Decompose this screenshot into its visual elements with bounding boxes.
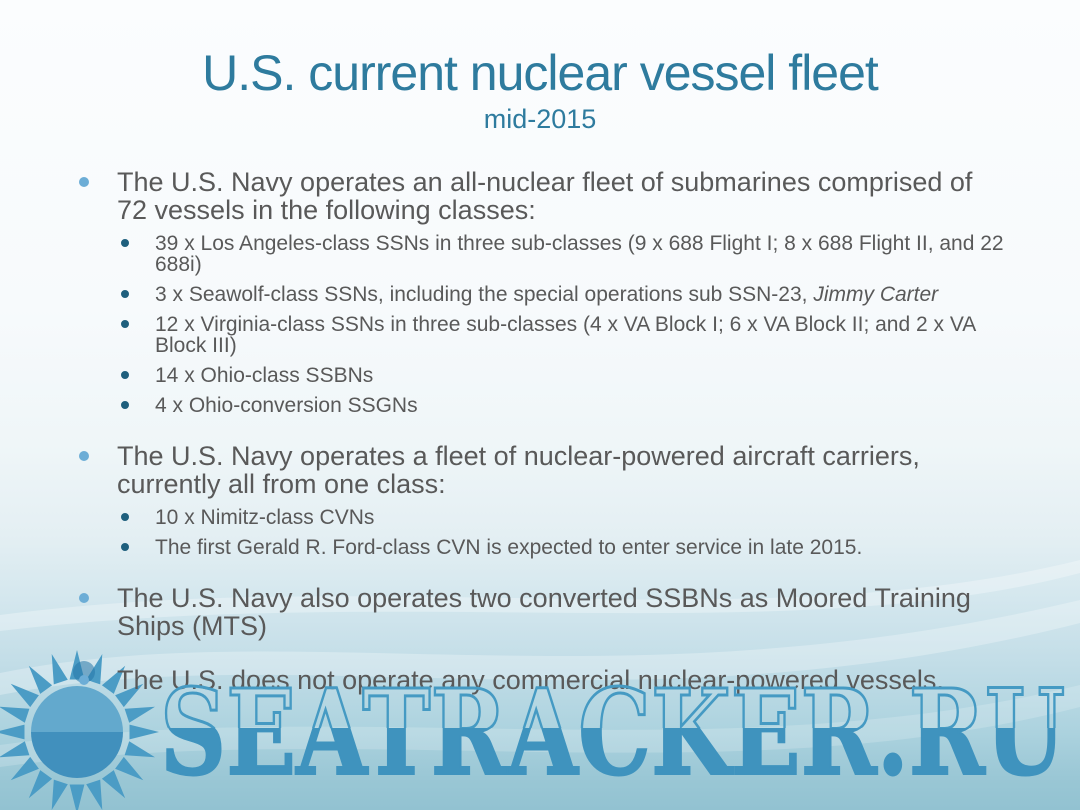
- sun-disk-bottom: [31, 732, 123, 778]
- sub-bullet-text: 14 x Ohio-class SSBNs: [155, 364, 374, 387]
- sun-dot: [73, 661, 95, 683]
- sub-bullet-text: The first Gerald R. Ford-class CVN is ex…: [155, 536, 863, 559]
- level2-bullet-icon: [121, 290, 129, 298]
- sub-bullet-seawolf: 3 x Seawolf-class SSNs, including the sp…: [68, 284, 1028, 305]
- sub-bullet-ohio-ssgn: 4 x Ohio-conversion SSGNs: [68, 395, 1028, 416]
- level2-bullet-icon: [121, 239, 129, 247]
- slide-subtitle: mid-2015: [483, 104, 597, 134]
- sub-bullet-ohio-ssbn: 14 x Ohio-class SSBNs: [68, 365, 1028, 386]
- seatracker-sun-logo: [0, 650, 159, 810]
- bullet-text: The U.S. Navy also operates two converte…: [117, 583, 971, 641]
- slide-title: U.S. current nuclear vessel fleet: [202, 45, 879, 101]
- sub-bullet-nimitz: 10 x Nimitz-class CVNs: [68, 507, 1028, 528]
- sub-bullet-text-plain: 3 x Seawolf-class SSNs, including the sp…: [155, 283, 814, 306]
- sub-bullet-text: 4 x Ohio-conversion SSGNs: [155, 394, 418, 417]
- sun-disk-top: [31, 686, 123, 732]
- bullet-text: The U.S. does not operate any commercial…: [117, 665, 944, 695]
- watermark-text-filled: SEATRACKER.RU: [160, 663, 1065, 802]
- title-block: U.S. current nuclear vessel fleet mid-20…: [0, 44, 1080, 136]
- bullet-text: The U.S. Navy operates an all-nuclear fl…: [117, 167, 973, 225]
- bullet-text: The U.S. Navy operates a fleet of nuclea…: [117, 441, 920, 499]
- level2-bullet-icon: [121, 513, 129, 521]
- bullet-item-submarines: The U.S. Navy operates an all-nuclear fl…: [68, 168, 1028, 224]
- sub-bullet-text: 3 x Seawolf-class SSNs, including the sp…: [155, 284, 1011, 305]
- level2-bullet-icon: [121, 371, 129, 379]
- level1-bullet-icon: [79, 177, 89, 187]
- sub-bullet-virginia: 12 x Virginia-class SSNs in three sub-cl…: [68, 314, 1028, 356]
- sub-bullet-text: 12 x Virginia-class SSNs in three sub-cl…: [155, 313, 976, 357]
- level2-bullet-icon: [121, 401, 129, 409]
- watermark-text-outline: SEATRACKER.RU: [160, 663, 1065, 802]
- level2-bullet-icon: [121, 543, 129, 551]
- sub-bullet-text: 10 x Nimitz-class CVNs: [155, 506, 375, 529]
- sub-bullet-ford: The first Gerald R. Ford-class CVN is ex…: [68, 537, 1028, 558]
- sub-bullet-los-angeles: 39 x Los Angeles-class SSNs in three sub…: [68, 233, 1028, 275]
- sub-bullet-text: 39 x Los Angeles-class SSNs in three sub…: [155, 232, 1004, 276]
- level1-bullet-icon: [79, 593, 89, 603]
- bullet-item-carriers: The U.S. Navy operates a fleet of nuclea…: [68, 442, 1028, 498]
- sun-rays-icon: [0, 650, 159, 810]
- bullet-item-commercial: The U.S. does not operate any commercial…: [68, 666, 1028, 694]
- ship-name-italic: Jimmy Carter: [813, 283, 939, 306]
- bullet-item-moored-training: The U.S. Navy also operates two converte…: [68, 584, 1028, 640]
- level1-bullet-icon: [79, 451, 89, 461]
- seatracker-watermark: SEATRACKER.RU SEATRACKER.RU: [159, 662, 1067, 804]
- level2-bullet-icon: [121, 320, 129, 328]
- level1-bullet-icon: [79, 675, 89, 685]
- slide-body: The U.S. Navy operates an all-nuclear fl…: [68, 168, 1028, 694]
